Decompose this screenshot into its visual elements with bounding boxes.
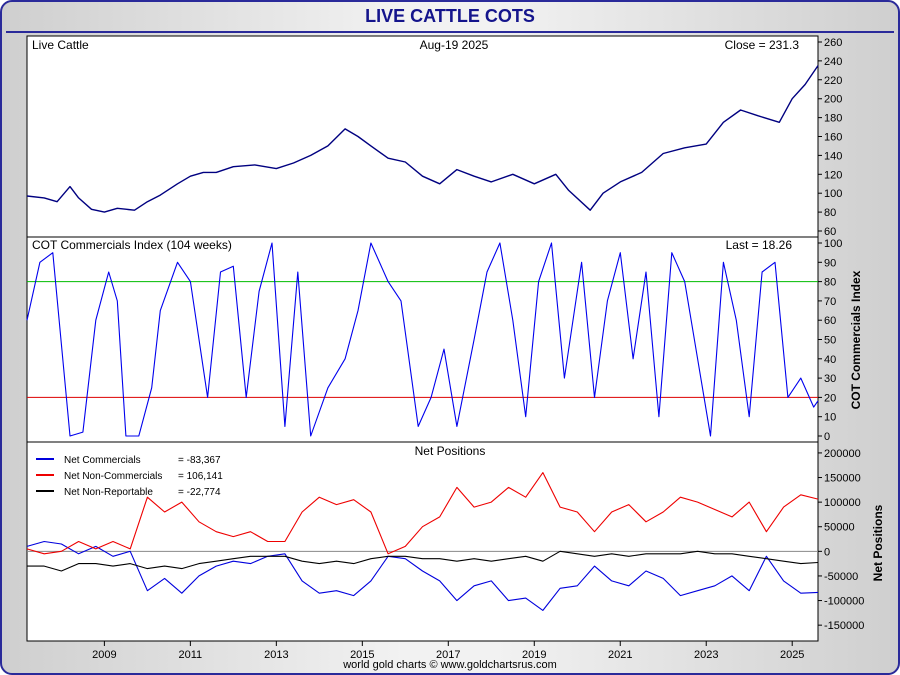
- price-panel-label-right: Close = 231.3: [725, 38, 800, 52]
- y-tick-label-net_positions: -150000: [824, 620, 864, 632]
- x-tick-label: 2011: [179, 649, 203, 661]
- x-tick-label: 2009: [92, 649, 116, 661]
- legend-value: = 106,141: [178, 471, 223, 482]
- price-line: [26, 65, 819, 213]
- plot-area-background: [26, 35, 819, 642]
- x-tick-label: 2023: [694, 649, 718, 661]
- y-tick-label-price: 220: [824, 75, 842, 87]
- y-tick-label-cot_index: 0: [824, 431, 830, 443]
- y-tick-label-net_positions: -100000: [824, 596, 864, 608]
- x-tick-label: 2015: [350, 649, 374, 661]
- net-non-commercials-line: [26, 472, 819, 555]
- y-tick-label-cot_index: 60: [824, 315, 836, 327]
- cot-panel-ylabel: COT Commercials Index: [849, 270, 863, 409]
- y-tick-label-price: 200: [824, 94, 842, 106]
- legend-value: = -83,367: [178, 455, 221, 466]
- y-tick-label-cot_index: 100: [824, 238, 842, 250]
- cot-panel-title: COT Commercials Index (104 weeks): [32, 238, 232, 252]
- y-tick-label-price: 100: [824, 188, 842, 200]
- legend-value: = -22,774: [178, 487, 221, 498]
- y-tick-label-net_positions: 50000: [824, 522, 855, 534]
- y-tick-label-price: 240: [824, 56, 842, 68]
- y-tick-label-net_positions: 0: [824, 546, 830, 558]
- y-tick-label-cot_index: 30: [824, 373, 836, 385]
- price-panel-label-center: Aug-19 2025: [420, 38, 489, 52]
- x-tick-label: 2021: [608, 649, 632, 661]
- y-tick-label-cot_index: 90: [824, 257, 836, 269]
- price-panel-label-left: Live Cattle: [32, 38, 89, 52]
- y-tick-label-cot_index: 10: [824, 412, 836, 424]
- credit-text: world gold charts © www.goldchartsrus.co…: [343, 659, 557, 671]
- title-divider: [6, 31, 894, 33]
- y-tick-label-cot_index: 20: [824, 392, 836, 404]
- chart-title: LIVE CATTLE COTS: [365, 6, 535, 26]
- y-tick-label-price: 60: [824, 226, 836, 238]
- y-tick-label-cot_index: 40: [824, 354, 836, 366]
- x-tick-label: 2019: [522, 649, 546, 661]
- y-tick-label-net_positions: 150000: [824, 473, 861, 485]
- y-tick-label-price: 120: [824, 169, 842, 181]
- y-tick-label-price: 160: [824, 132, 842, 144]
- net-commercials-line: [26, 540, 819, 611]
- legend-label: Net Non-Reportable: [64, 487, 153, 498]
- x-tick-label: 2017: [436, 649, 460, 661]
- x-tick-label: 2025: [780, 649, 804, 661]
- chart-marks: 60 80 100 120 140 160 180 200 220 240 260 0 10 20 30 40…: [26, 37, 864, 661]
- y-tick-label-cot_index: 70: [824, 296, 836, 308]
- y-tick-label-price: 80: [824, 207, 836, 219]
- y-tick-label-cot_index: 80: [824, 277, 836, 289]
- y-tick-label-net_positions: -50000: [824, 571, 858, 583]
- cot-panel-last: Last = 18.26: [726, 238, 793, 252]
- net-non-reportable-line: [27, 550, 819, 572]
- y-tick-label-price: 140: [824, 150, 842, 162]
- y-tick-label-price: 180: [824, 113, 842, 125]
- net-positions-legend: Net Commercials = -83,367 Net Non-Commerci…: [36, 455, 223, 498]
- legend-label: Net Non-Commercials: [64, 471, 162, 482]
- net-panel-ylabel: Net Positions: [871, 504, 885, 581]
- y-tick-label-net_positions: 100000: [824, 497, 861, 509]
- x-tick-label: 2013: [264, 649, 288, 661]
- legend-label: Net Commercials: [64, 455, 141, 466]
- net-panel-title: Net Positions: [415, 444, 486, 458]
- cot_index-line: [26, 242, 819, 437]
- y-tick-label-cot_index: 50: [824, 335, 836, 347]
- y-tick-label-net_positions: 200000: [824, 448, 861, 460]
- y-tick-label-price: 260: [824, 37, 842, 49]
